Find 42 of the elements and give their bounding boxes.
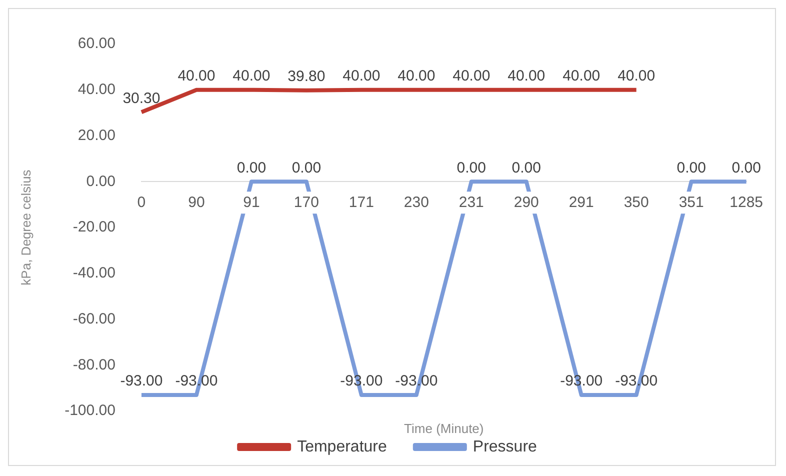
data-label: 0.00 — [512, 159, 541, 176]
data-label: 30.30 — [122, 90, 160, 107]
y-tick-label: 60.00 — [78, 35, 116, 52]
x-tick-label: 1285 — [730, 194, 764, 211]
y-tick-label: -100.00 — [64, 402, 116, 420]
x-tick-label: 291 — [568, 194, 594, 211]
data-label: 40.00 — [232, 68, 270, 85]
y-axis-title: kPa, Degree celsius — [18, 169, 34, 286]
y-tick-label: -20.00 — [72, 218, 116, 236]
x-tick-label: 351 — [678, 194, 704, 211]
x-tick-label: 91 — [243, 194, 260, 211]
x-tick-label: 290 — [514, 194, 539, 211]
x-tick-label: 170 — [294, 194, 319, 211]
y-tick-label: -40.00 — [72, 264, 116, 282]
data-label: -93.00 — [120, 372, 163, 390]
x-tick-label: 90 — [188, 194, 205, 211]
data-label: 40.00 — [452, 68, 490, 85]
x-tick-label: 350 — [624, 194, 649, 211]
data-label: 0.00 — [292, 159, 322, 176]
y-tick-label: 0.00 — [86, 172, 116, 190]
x-tick-label: 231 — [458, 194, 484, 211]
data-label: 40.00 — [178, 68, 216, 85]
data-label: 40.00 — [398, 68, 436, 85]
y-tick-label: 40.00 — [78, 81, 116, 98]
legend-label: Pressure — [472, 438, 538, 456]
data-label: 0.00 — [676, 159, 706, 176]
data-label: 0.00 — [732, 159, 761, 176]
data-label: 40.00 — [562, 68, 600, 85]
data-label: 0.00 — [456, 159, 486, 176]
x-tick-label: 171 — [348, 194, 374, 211]
legend-label: Temperature — [297, 438, 387, 456]
x-axis-title: Time (Minute) — [404, 421, 484, 436]
y-tick-label: 20.00 — [78, 126, 116, 144]
data-label: 40.00 — [618, 68, 656, 85]
data-label: 39.80 — [288, 68, 326, 85]
y-tick-label: -80.00 — [72, 356, 116, 374]
data-label: 40.00 — [508, 68, 546, 85]
y-tick-label: -60.00 — [72, 310, 116, 328]
data-label: 0.00 — [236, 159, 266, 176]
x-tick-label: 230 — [404, 194, 429, 211]
data-label: 40.00 — [342, 68, 380, 85]
x-tick-label: 0 — [137, 194, 146, 211]
